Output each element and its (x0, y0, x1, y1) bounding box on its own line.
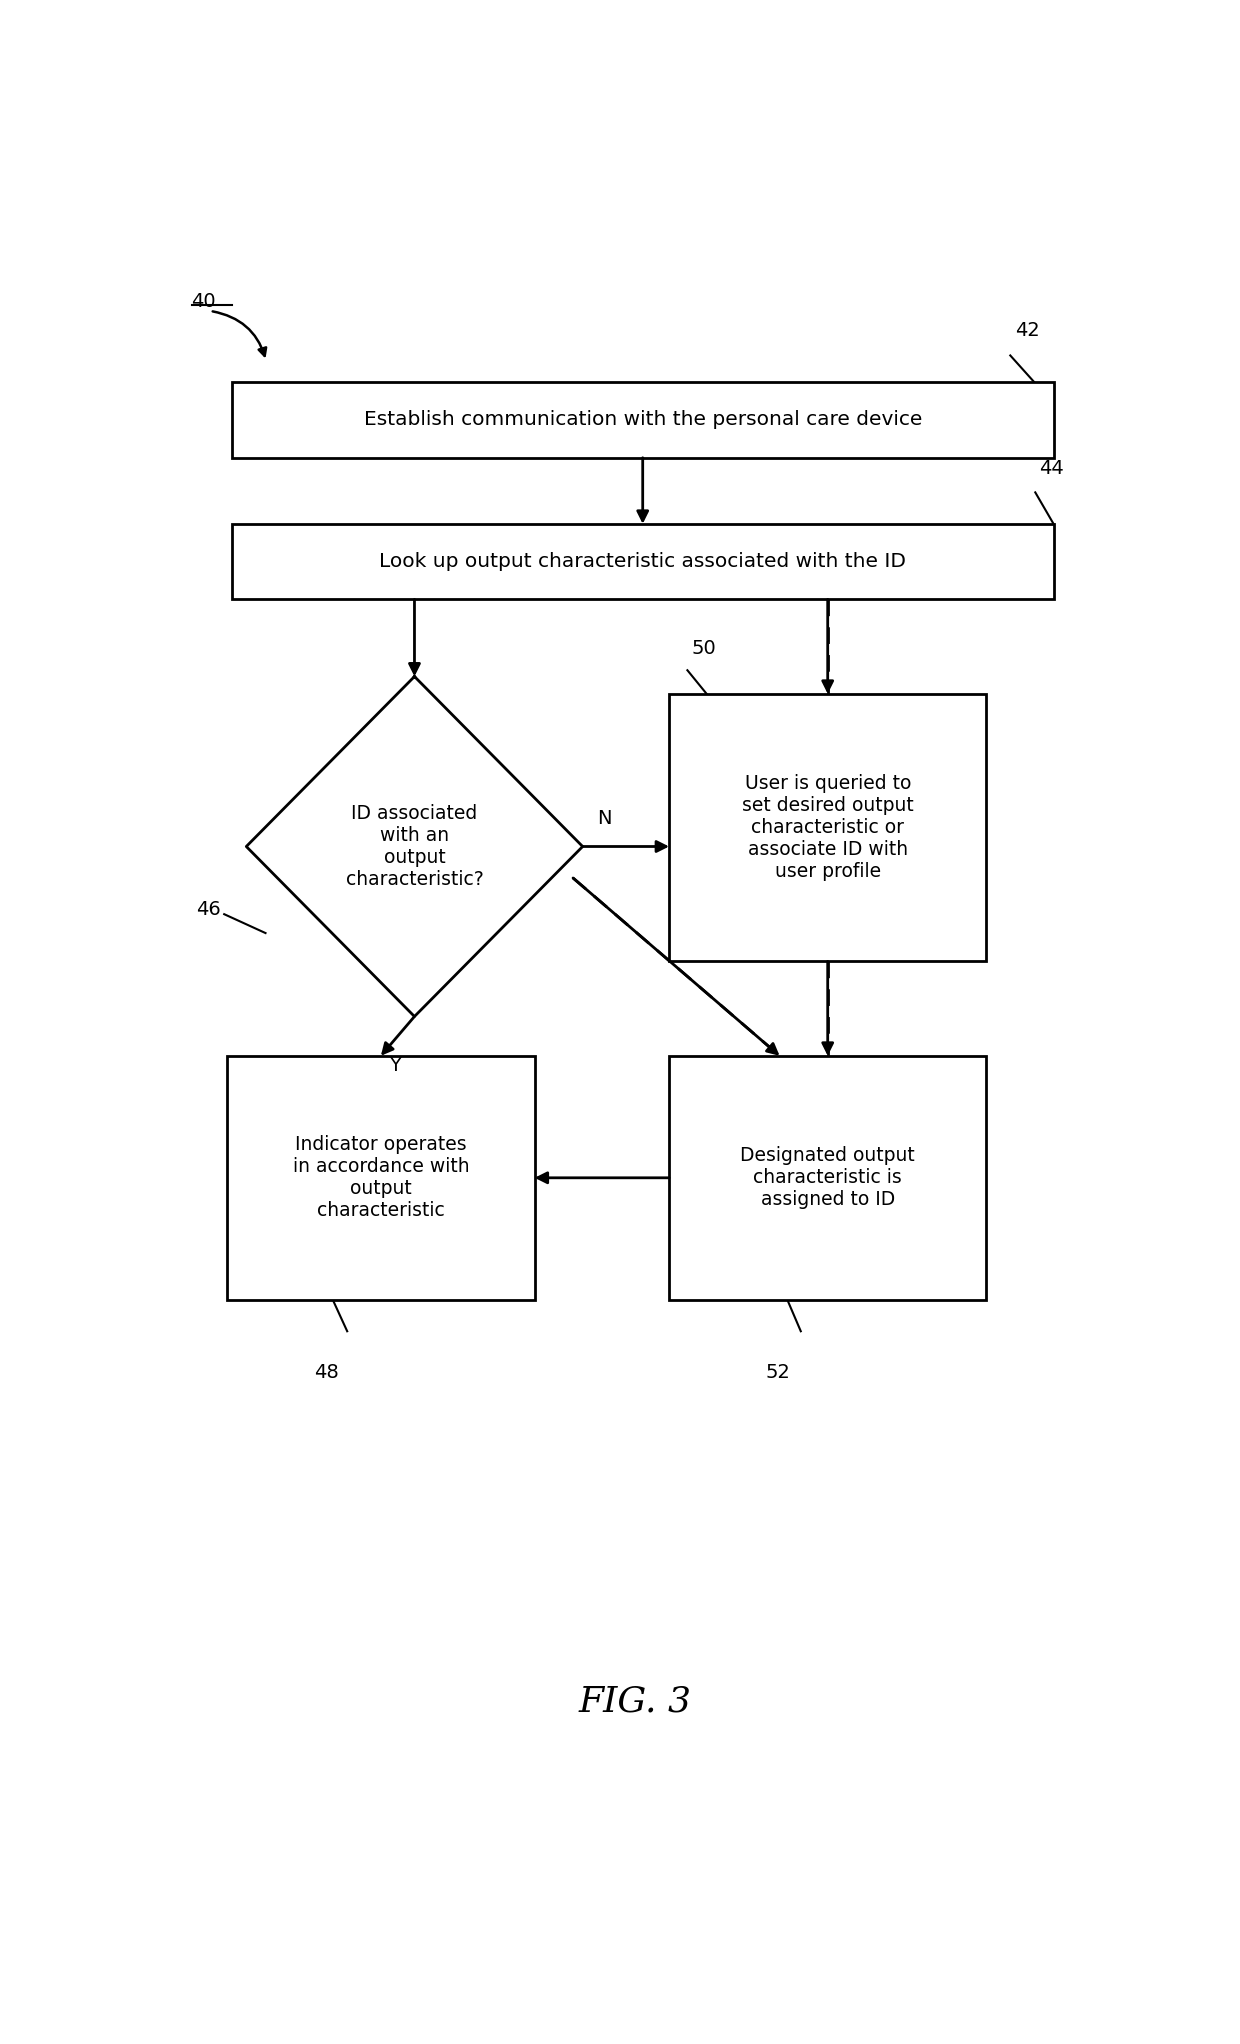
Bar (232, 523, 1054, 599)
Text: 42: 42 (1016, 321, 1040, 339)
Text: Indicator operates
in accordance with
output
characteristic: Indicator operates in accordance with ou… (293, 1134, 469, 1220)
Text: Establish communication with the personal care device: Establish communication with the persona… (363, 411, 921, 429)
Text: User is queried to
set desired output
characteristic or
associate ID with
user p: User is queried to set desired output ch… (742, 775, 914, 881)
Bar (227, 1057, 534, 1300)
Bar (670, 1057, 986, 1300)
Bar (670, 693, 986, 961)
Text: FIG. 3: FIG. 3 (579, 1684, 692, 1719)
Text: 50: 50 (691, 638, 715, 658)
Text: 46: 46 (196, 899, 221, 920)
Text: Designated output
characteristic is
assigned to ID: Designated output characteristic is assi… (740, 1147, 915, 1210)
Text: 52: 52 (765, 1363, 790, 1382)
Text: 44: 44 (1039, 460, 1064, 478)
Text: 48: 48 (314, 1363, 339, 1382)
Text: Look up output characteristic associated with the ID: Look up output characteristic associated… (379, 552, 906, 570)
Text: 40: 40 (191, 292, 216, 311)
Text: N: N (596, 809, 611, 828)
Bar (232, 382, 1054, 458)
Text: Y: Y (389, 1057, 402, 1075)
Text: ID associated
with an
output
characteristic?: ID associated with an output characteris… (346, 803, 484, 889)
